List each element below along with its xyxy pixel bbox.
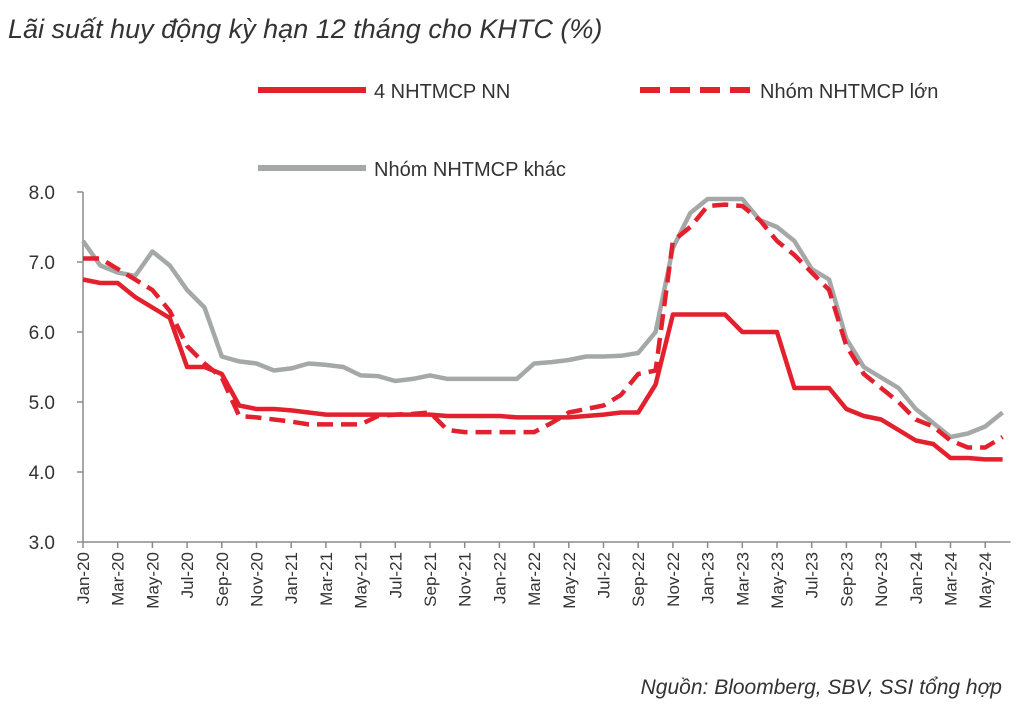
y-tick-label: 4.0 — [29, 463, 55, 484]
x-tick-label: Sep-22 — [629, 552, 648, 607]
x-tick-label: Jul-20 — [178, 552, 197, 598]
x-tick-label: Mar-23 — [733, 552, 752, 606]
x-tick-label: Mar-21 — [317, 552, 336, 606]
legend-label-nhom-nhtmcp-lon: Nhóm NHTMCP lớn — [760, 81, 938, 103]
source-note: Nguồn: Bloomberg, SBV, SSI tổng hợp — [640, 676, 1002, 699]
legend-label-nhom-nhtmcp-khac: Nhóm NHTMCP khác — [374, 159, 566, 181]
series-lines — [81, 196, 1005, 462]
x-tick-label: Jul-22 — [595, 552, 614, 598]
x-tick-label: Nov-20 — [248, 552, 267, 607]
x-tick-label: Mar-24 — [942, 552, 961, 606]
x-tick-label: Jan-22 — [490, 552, 509, 604]
x-tick-label: Jan-21 — [282, 552, 301, 604]
x-tick-label: Nov-23 — [872, 552, 891, 607]
series-line-nh-m-nhtmcp-kh-c — [81, 196, 1005, 440]
legend-label-4-nhtmcp-nn: 4 NHTMCP NN — [374, 81, 510, 103]
chart-title: Lãi suất huy động kỳ hạn 12 tháng cho KH… — [8, 14, 603, 44]
x-tick-label: Sep-20 — [213, 552, 232, 607]
x-tick-label: Sep-21 — [421, 552, 440, 607]
x-tick-label: May-23 — [768, 552, 787, 609]
x-tick-label: Jul-21 — [386, 552, 405, 598]
x-tick-label: May-24 — [976, 552, 995, 609]
series-line-4-nhtmcp-nn — [82, 277, 1003, 462]
x-tick-label: May-21 — [352, 552, 371, 609]
x-tick-label: May-20 — [143, 552, 162, 609]
x-tick-label: Jan-20 — [74, 552, 93, 604]
y-tick-label: 3.0 — [29, 533, 55, 554]
x-tick-label: Mar-20 — [109, 552, 128, 606]
x-tick-label: Sep-23 — [837, 552, 856, 607]
x-tick-label: Jan-24 — [907, 552, 926, 604]
axes: 3.0 4.0 5.0 6.0 7.0 8.0 Jan-20 Mar-20 May-20 Jul-… — [29, 183, 1011, 609]
x-tick-label: Mar-22 — [525, 552, 544, 606]
x-tick-label: Jul-23 — [803, 552, 822, 598]
x-tick-label: Jan-23 — [699, 552, 718, 604]
series-line-nh-m-nhtmcp-l-n — [83, 202, 1004, 450]
x-tick-label: Nov-21 — [456, 552, 475, 607]
x-tick-label: May-22 — [560, 552, 579, 609]
y-tick-label: 5.0 — [29, 393, 55, 414]
y-tick-label: 8.0 — [29, 183, 55, 204]
legend: 4 NHTMCP NN Nhóm NHTMCP lớn Nhóm NHTMCP … — [258, 81, 938, 181]
y-tick-label: 6.0 — [29, 323, 55, 344]
y-tick-label: 7.0 — [29, 253, 55, 274]
x-tick-label: Nov-22 — [664, 552, 683, 607]
